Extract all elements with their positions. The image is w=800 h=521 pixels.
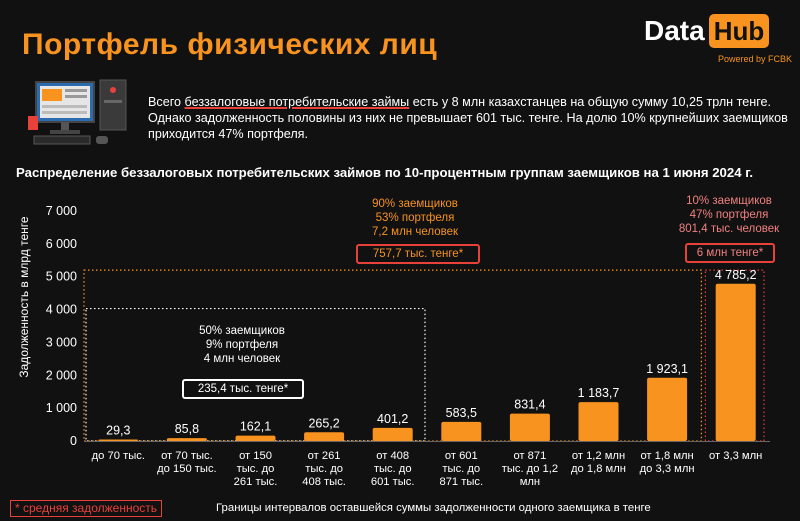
bar-9 (715, 283, 756, 441)
x-tick-label-7: до 1,8 млн (571, 463, 626, 475)
group90-line-3: 7,2 млн человек (372, 226, 458, 238)
bar-2 (235, 435, 276, 441)
y-tick-label: 1 000 (46, 401, 77, 415)
y-tick-label: 6 000 (46, 237, 77, 251)
y-tick-label: 5 000 (46, 270, 77, 284)
data-label-8: 1 923,1 (646, 362, 688, 376)
group10-average-box: 6 млн тенге* (685, 243, 775, 263)
data-label-7: 1 183,7 (578, 386, 620, 400)
x-tick-label-9: от 3,3 млн (709, 450, 762, 462)
group10-line-3: 801,4 тыс. человек (678, 223, 780, 235)
bar-4 (372, 427, 413, 441)
group50-line-1: 50% заемщиков (199, 325, 285, 337)
bar-1 (166, 438, 207, 441)
x-tick-label-4: тыс. до (374, 463, 412, 475)
bar-0 (98, 439, 139, 441)
group50-line-3: 4 млн человек (203, 353, 281, 365)
x-tick-label-0: до 70 тыс. (92, 450, 145, 462)
annotation-group50: 50% заемщиков 9% портфеля 4 млн человек (168, 324, 316, 366)
x-tick-label-3: 408 тыс. (302, 476, 346, 488)
annotation-group90: 90% заемщиков 53% портфеля 7,2 млн челов… (340, 197, 490, 239)
y-tick-label: 7 000 (46, 204, 77, 218)
data-label-9: 4 785,2 (715, 268, 757, 282)
x-tick-label-7: от 1,2 млн (572, 450, 625, 462)
x-tick-label-6: тыс. до 1,2 (502, 463, 558, 475)
page-title: Портфель физических лиц (22, 28, 438, 61)
data-label-5: 583,5 (446, 406, 477, 420)
bar-6 (509, 413, 550, 441)
x-tick-label-2: от 150 (239, 450, 272, 462)
x-tick-label-5: от 601 (445, 450, 478, 462)
x-tick-label-4: 601 тыс. (371, 476, 415, 488)
x-tick-label-6: от 871 (513, 450, 546, 462)
bar-3 (304, 432, 345, 441)
group50-line-2: 9% портфеля (205, 339, 279, 351)
bar-8 (647, 377, 688, 441)
bar-7 (578, 402, 619, 441)
x-tick-label-2: 261 тыс. (234, 476, 278, 488)
chart-title: Распределение беззалоговых потребительск… (16, 165, 754, 180)
data-label-2: 162,1 (240, 420, 271, 434)
group90-average-box: 757,7 тыс. тенге* (356, 244, 480, 264)
data-label-4: 401,2 (377, 412, 408, 426)
logo-hub-text: Hub (708, 14, 770, 48)
annotation-group10: 10% заемщиков 47% портфеля 801,4 тыс. че… (664, 194, 794, 236)
x-tick-label-6: млн (520, 476, 540, 488)
logo-data-text: Data (644, 15, 705, 46)
x-tick-label-3: от 261 (308, 450, 341, 462)
x-tick-label-5: 871 тыс. (439, 476, 483, 488)
x-tick-label-8: до 3,3 млн (640, 463, 695, 475)
y-tick-label: 0 (70, 434, 77, 448)
x-tick-label-3: тыс. до (305, 463, 343, 475)
data-label-6: 831,4 (514, 398, 545, 412)
data-label-1: 85,8 (175, 422, 199, 436)
data-label-3: 265,2 (308, 416, 339, 430)
x-tick-label-5: тыс. до (442, 463, 480, 475)
intro-pre: Всего (148, 95, 185, 109)
bar-5 (441, 421, 482, 441)
y-tick-label: 2 000 (46, 368, 77, 382)
group90-line-1: 90% заемщиков (372, 198, 458, 210)
group10-line-2: 47% портфеля (689, 209, 769, 221)
intro-highlight: беззалоговые потребительские займы (184, 95, 410, 109)
x-tick-label-1: от 70 тыс. (161, 450, 213, 462)
group90-line-2: 53% портфеля (375, 212, 455, 224)
computer-illustration-icon (28, 79, 127, 145)
powered-by: Powered by FCBK (718, 54, 793, 64)
x-axis-title: Границы интервалов оставшейся суммы задо… (216, 502, 651, 514)
data-label-0: 29,3 (106, 424, 130, 438)
group10-frame (704, 269, 765, 442)
y-tick-label: 3 000 (46, 335, 77, 349)
y-tick-label: 4 000 (46, 303, 77, 317)
group10-line-1: 10% заемщиков (686, 195, 772, 207)
group50-average-box: 235,4 тыс. тенге* (182, 379, 304, 399)
x-tick-label-1: до 150 тыс. (157, 463, 217, 475)
intro-text: Всего беззалоговые потребительские займы… (148, 94, 788, 142)
datahub-logo: Data Hub (644, 14, 770, 48)
x-tick-label-8: от 1,8 млн (640, 450, 693, 462)
x-tick-label-2: тыс. до (237, 463, 275, 475)
footnote: * средняя задолженность (10, 500, 163, 517)
x-tick-label-4: от 408 (376, 450, 409, 462)
intro-post: есть у 8 млн казахстанцев на общую сумму… (148, 95, 788, 141)
